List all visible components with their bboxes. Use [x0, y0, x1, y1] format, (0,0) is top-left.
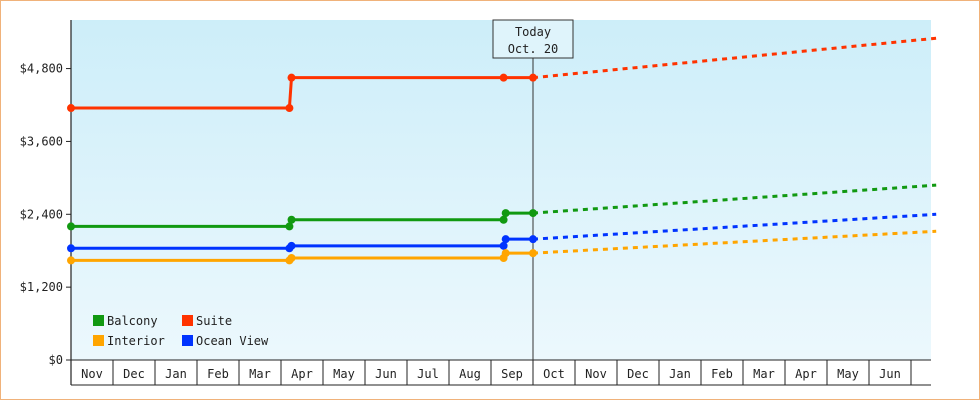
series-point: [499, 73, 508, 82]
series-line: [71, 251, 533, 262]
series-point: [529, 235, 537, 244]
series-point: [67, 222, 75, 231]
y-axis-ticks: $0 $1,200 $2,400 $3,600 $4,800: [20, 62, 71, 367]
x-axis-ticks: Nov Dec Jan Feb Mar Apr May Jun Jul Aug Sep Oct Nov D…: [70, 360, 912, 385]
axes: [70, 20, 931, 386]
series-point: [529, 209, 537, 218]
x-tick-label: Sep: [501, 367, 523, 381]
x-tick-label: Dec: [627, 367, 649, 381]
legend-label: Interior: [107, 334, 165, 348]
series-point: [529, 73, 537, 82]
x-tick-label: Jan: [165, 367, 187, 381]
series-line: [71, 211, 533, 228]
x-tick-label: Nov: [585, 367, 607, 381]
series-point: [499, 215, 508, 224]
series-point: [67, 104, 75, 113]
series-point: [287, 241, 296, 250]
series-ocean-view: [67, 212, 937, 253]
x-tick-label: Dec: [123, 367, 145, 381]
x-tick-label: May: [333, 367, 355, 381]
y-tick-label: $2,400: [20, 207, 63, 221]
series-suite: [67, 36, 937, 113]
x-tick-label: Feb: [711, 367, 733, 381]
series-point: [67, 256, 75, 265]
series-projection: [532, 212, 937, 241]
series-projection: [532, 36, 937, 80]
x-tick-label: Jul: [417, 367, 439, 381]
series-interior: [67, 229, 937, 265]
x-tick-label: Apr: [795, 367, 817, 381]
x-tick-label: Nov: [81, 367, 103, 381]
series-point: [499, 241, 508, 250]
series-point: [287, 215, 296, 224]
series-projection: [532, 229, 937, 255]
series-point: [501, 235, 510, 244]
x-tick-label: Feb: [207, 367, 229, 381]
x-tick-label: Apr: [291, 367, 313, 381]
legend-swatch: [93, 315, 104, 326]
today-date: Oct. 20: [508, 42, 559, 56]
legend-swatch: [182, 335, 193, 346]
legend-label: Balcony: [107, 314, 158, 328]
legend-swatch: [93, 335, 104, 346]
legend-label: Suite: [196, 314, 232, 328]
x-tick-label: Jun: [375, 367, 397, 381]
today-box: [492, 19, 574, 59]
y-tick-label: $4,800: [20, 62, 63, 76]
legend-swatch: [182, 315, 193, 326]
x-tick-label: May: [837, 367, 859, 381]
series-point: [287, 254, 296, 262]
x-tick-label: Jan: [669, 367, 691, 381]
series: [67, 36, 937, 265]
today-label: Today: [515, 25, 551, 39]
series-line: [71, 237, 533, 250]
series-point: [501, 209, 510, 218]
legend: Balcony Suite Interior Ocean View: [93, 314, 269, 348]
series-projection: [532, 183, 937, 215]
x-tick-label: Oct: [543, 367, 565, 381]
x-tick-label: Mar: [249, 367, 271, 381]
series-point: [285, 104, 294, 113]
y-tick-label: $1,200: [20, 280, 63, 294]
series-point: [287, 73, 296, 82]
series-point: [529, 249, 537, 258]
series-point: [285, 222, 294, 231]
plot-area: [71, 20, 931, 360]
series-point: [67, 244, 75, 253]
x-tick-label: Aug: [459, 367, 481, 381]
x-tick-label: Jun: [879, 367, 901, 381]
x-tick-label: Mar: [753, 367, 775, 381]
y-tick-label: $3,600: [20, 134, 63, 148]
today-marker: Today Oct. 20: [492, 19, 574, 360]
legend-label: Ocean View: [196, 334, 269, 348]
series-point: [501, 249, 510, 258]
y-tick-label: $0: [49, 353, 63, 367]
series-balcony: [67, 183, 937, 231]
